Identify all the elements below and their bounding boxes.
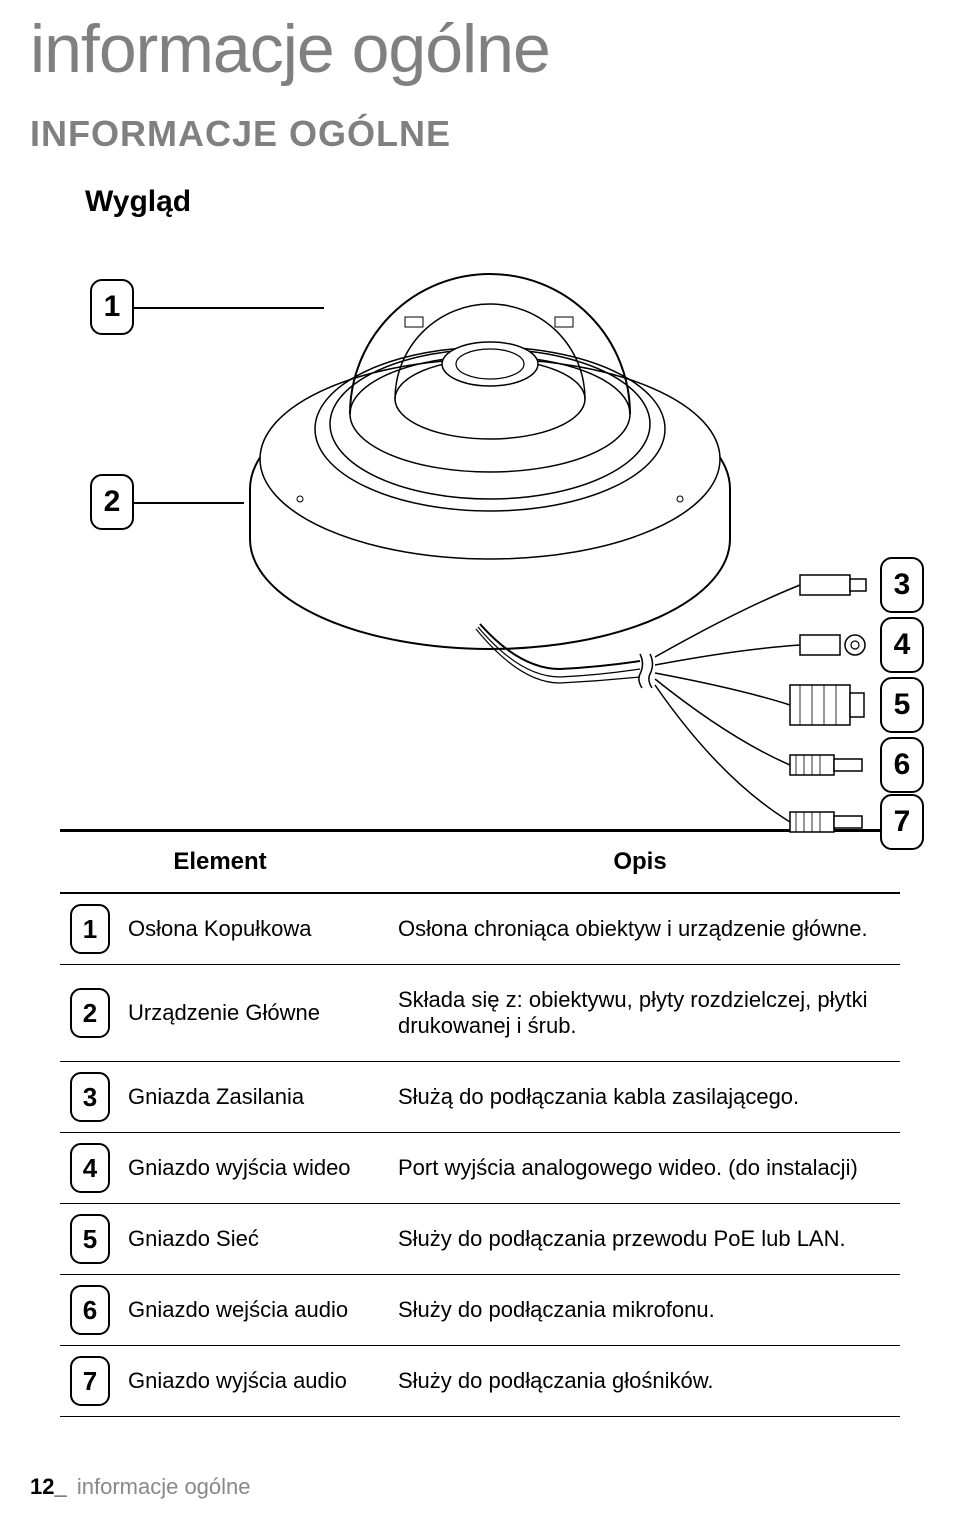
row-desc: Służą do podłączania kabla zasilającego.: [380, 1062, 900, 1133]
row-desc: Port wyjścia analogowego wideo. (do inst…: [380, 1133, 900, 1204]
diagram-area: 1 2 3 4 5 6 7: [0, 229, 960, 819]
row-elem: Gniazdo wejścia audio: [120, 1275, 380, 1346]
table-row: 7 Gniazdo wyjścia audio Służy do podłącz…: [60, 1346, 900, 1417]
row-desc: Osłona chroniąca obiektyw i urządzenie g…: [380, 893, 900, 965]
parts-table: Element Opis 1 Osłona Kopułkowa Osłona c…: [60, 829, 900, 1417]
row-num-badge: 3: [70, 1072, 110, 1122]
subsection-title: Wygląd: [0, 155, 960, 219]
table-row: 3 Gniazda Zasilania Służą do podłączania…: [60, 1062, 900, 1133]
page-number: 12_: [30, 1474, 67, 1499]
table-row: 5 Gniazdo Sieć Służy do podłączania prze…: [60, 1204, 900, 1275]
table-row: 1 Osłona Kopułkowa Osłona chroniąca obie…: [60, 893, 900, 965]
section-title: INFORMACJE OGÓLNE: [0, 88, 960, 155]
row-num-badge: 2: [70, 988, 110, 1038]
row-desc: Służy do podłączania przewodu PoE lub LA…: [380, 1204, 900, 1275]
row-elem: Urządzenie Główne: [120, 965, 380, 1062]
row-elem: Gniazdo wyjścia wideo: [120, 1133, 380, 1204]
cable-illustration: [0, 229, 960, 849]
parts-table-wrap: Element Opis 1 Osłona Kopułkowa Osłona c…: [60, 829, 900, 1417]
row-elem: Gniazdo Sieć: [120, 1204, 380, 1275]
row-desc: Służy do podłączania mikrofonu.: [380, 1275, 900, 1346]
row-num-badge: 4: [70, 1143, 110, 1193]
row-num-badge: 1: [70, 904, 110, 954]
row-num-badge: 7: [70, 1356, 110, 1406]
row-num-badge: 5: [70, 1214, 110, 1264]
table-row: 4 Gniazdo wyjścia wideo Port wyjścia ana…: [60, 1133, 900, 1204]
table-row: 6 Gniazdo wejścia audio Służy do podłącz…: [60, 1275, 900, 1346]
table-row: 2 Urządzenie Główne Składa się z: obiekt…: [60, 965, 900, 1062]
row-desc: Służy do podłączania głośników.: [380, 1346, 900, 1417]
row-num-badge: 6: [70, 1285, 110, 1335]
row-elem: Gniazda Zasilania: [120, 1062, 380, 1133]
row-desc: Składa się z: obiektywu, płyty rozdzielc…: [380, 965, 900, 1062]
row-elem: Gniazdo wyjścia audio: [120, 1346, 380, 1417]
footer-text: informacje ogólne: [77, 1474, 251, 1499]
row-elem: Osłona Kopułkowa: [120, 893, 380, 965]
footer: 12_ informacje ogólne: [30, 1474, 251, 1500]
page-title: informacje ogólne: [0, 0, 960, 88]
